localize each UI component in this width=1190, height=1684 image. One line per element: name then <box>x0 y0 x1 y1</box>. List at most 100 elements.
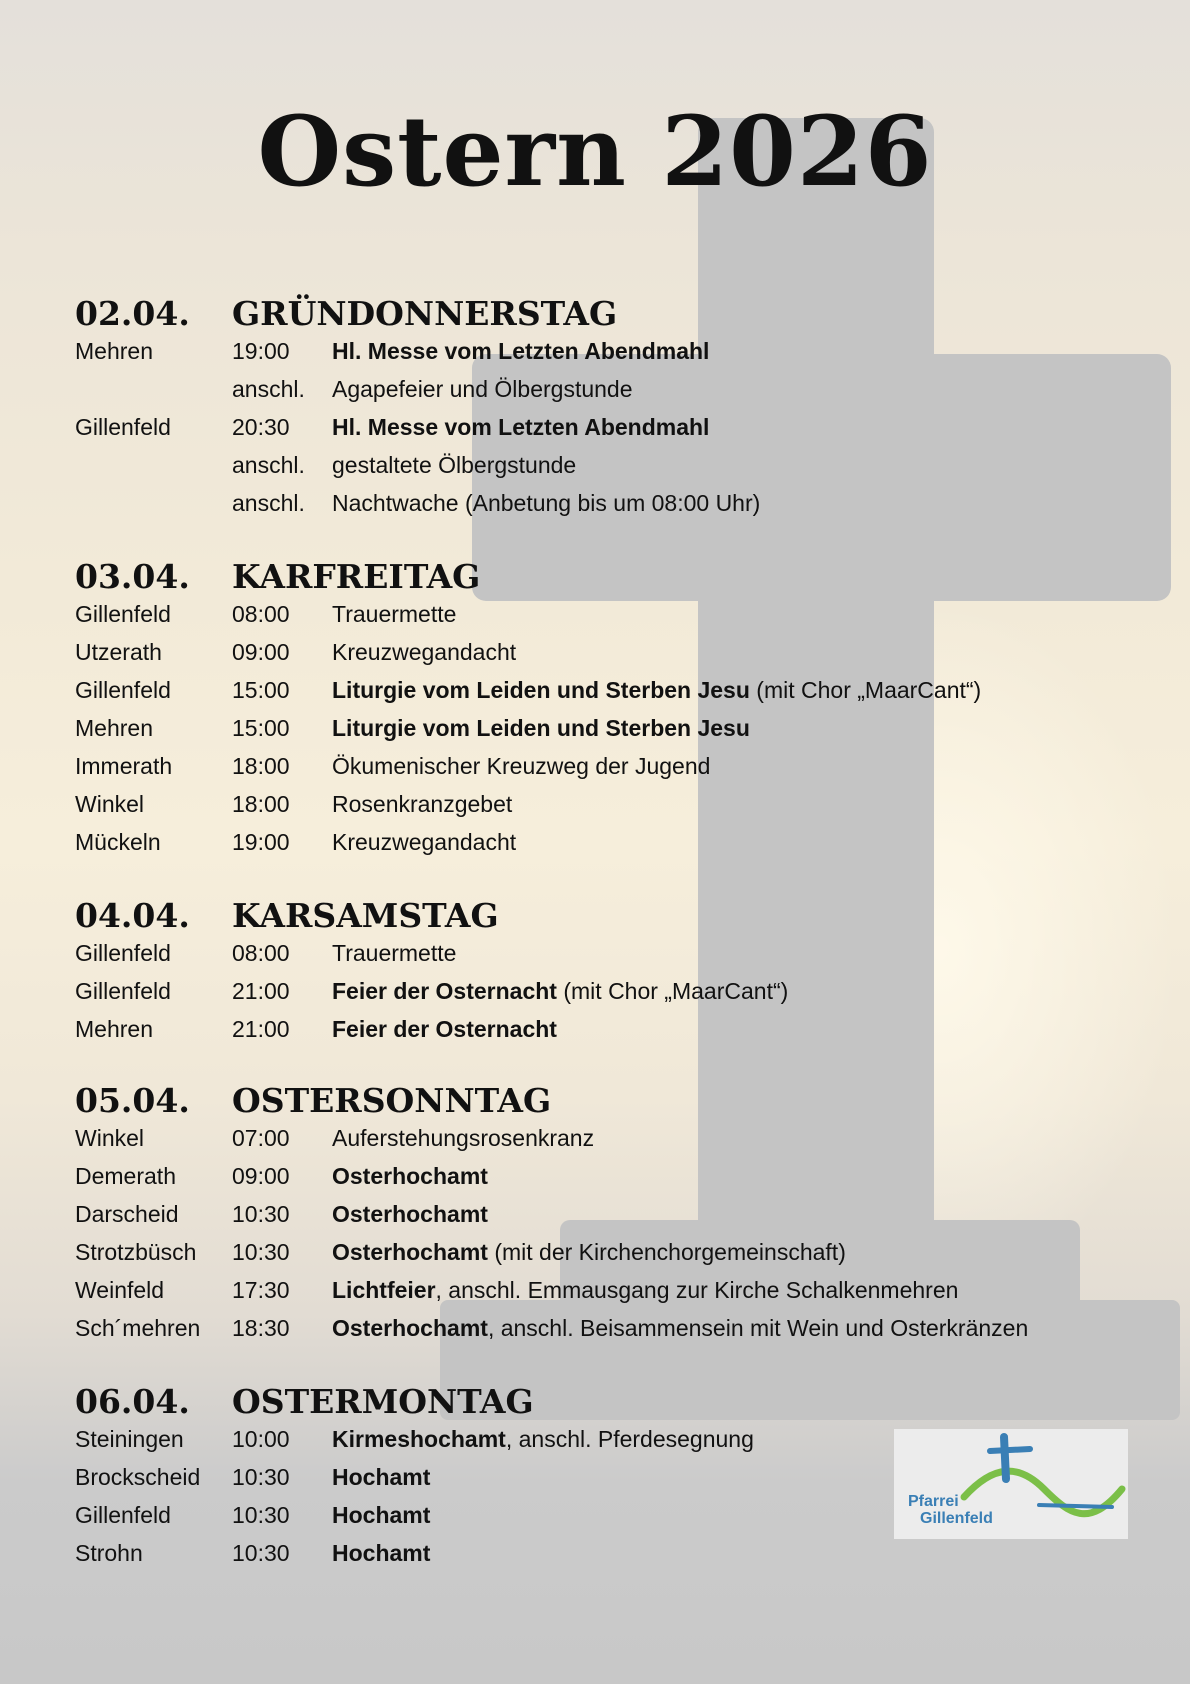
event-note: Auferstehungsrosenkranz <box>332 1125 595 1151</box>
event-description: Nachtwache (Anbetung bis um 08:00 Uhr) <box>332 490 760 517</box>
event-time: 18:30 <box>232 1315 290 1341</box>
event-place: Weinfeld <box>75 1277 165 1303</box>
day-date: 03.04. <box>75 557 190 596</box>
event-place: Gillenfeld <box>75 601 171 627</box>
event-time: 10:30 <box>232 1464 290 1490</box>
event-time: 15:00 <box>232 677 290 703</box>
event-place: Mehren <box>75 1016 153 1042</box>
event-description: Lichtfeier, anschl. Emmausgang zur Kirch… <box>332 1277 958 1304</box>
event-place: Mehren <box>75 338 153 364</box>
event-description: Auferstehungsrosenkranz <box>332 1125 594 1152</box>
event-place: Demerath <box>75 1163 176 1189</box>
event-place: Immerath <box>75 753 173 779</box>
event-time: anschl. <box>232 376 305 402</box>
event-note: Kreuzwegandacht <box>332 639 517 665</box>
event-title: Hochamt <box>332 1540 431 1566</box>
event-description: Kirmeshochamt, anschl. Pferdesegnung <box>332 1426 754 1453</box>
day-name: GRÜNDONNERSTAG <box>232 294 618 333</box>
event-place: Gillenfeld <box>75 414 171 440</box>
event-place: Gillenfeld <box>75 677 171 703</box>
event-time: anschl. <box>232 452 305 478</box>
event-place: Gillenfeld <box>75 1502 171 1528</box>
event-time: 19:00 <box>232 829 290 855</box>
event-time: 19:00 <box>232 338 290 364</box>
event-place: Sch´mehren <box>75 1315 201 1341</box>
event-description: Rosenkranzgebet <box>332 791 512 818</box>
event-title: Liturgie vom Leiden und Sterben Jesu <box>332 677 750 703</box>
event-note: , anschl. Pferdesegnung <box>505 1426 754 1452</box>
event-time: 10:30 <box>232 1540 290 1566</box>
event-place: Strotzbüsch <box>75 1239 197 1265</box>
page-title: Ostern 2026 <box>257 95 933 208</box>
event-title: Osterhochamt <box>332 1239 488 1265</box>
cross-hill-logo-icon <box>960 1433 1126 1518</box>
event-note: Kreuzwegandacht <box>332 829 517 855</box>
event-note: , anschl. Emmausgang zur Kirche Schalken… <box>435 1277 959 1303</box>
event-description: Kreuzwegandacht <box>332 829 516 856</box>
event-description: Feier der Osternacht (mit Chor „MaarCant… <box>332 978 788 1005</box>
event-place: Strohn <box>75 1540 143 1566</box>
event-place: Winkel <box>75 791 145 817</box>
event-note: Agapefeier und Ölbergstunde <box>332 376 633 402</box>
event-description: Hochamt <box>332 1540 430 1567</box>
event-description: Trauermette <box>332 940 456 967</box>
event-description: Hochamt <box>332 1464 430 1491</box>
event-title: Osterhochamt <box>332 1315 488 1341</box>
event-description: Liturgie vom Leiden und Sterben Jesu <box>332 715 750 742</box>
event-description: Osterhochamt, anschl. Beisammensein mit … <box>332 1315 1028 1342</box>
day-name: KARFREITAG <box>232 557 481 596</box>
event-time: 10:30 <box>232 1201 290 1227</box>
event-description: Agapefeier und Ölbergstunde <box>332 376 633 403</box>
event-title: Hochamt <box>332 1464 431 1490</box>
day-date: 02.04. <box>75 294 190 333</box>
event-place: Gillenfeld <box>75 940 171 966</box>
day-date: 04.04. <box>75 896 190 935</box>
event-place: Winkel <box>75 1125 145 1151</box>
event-time: 21:00 <box>232 1016 290 1042</box>
event-title: Lichtfeier <box>332 1277 436 1303</box>
event-time: 18:00 <box>232 753 290 779</box>
event-title: Osterhochamt <box>332 1201 488 1227</box>
day-name: OSTERMONTAG <box>232 1382 534 1421</box>
event-time: 20:30 <box>232 414 290 440</box>
event-time: 21:00 <box>232 978 290 1004</box>
event-place: Mehren <box>75 715 153 741</box>
event-description: Feier der Osternacht <box>332 1016 557 1043</box>
event-place: Darscheid <box>75 1201 179 1227</box>
event-note: Trauermette <box>332 601 457 627</box>
event-note: Nachtwache (Anbetung bis um 08:00 Uhr) <box>332 490 761 516</box>
event-title: Hochamt <box>332 1502 431 1528</box>
event-title: Liturgie vom Leiden und Sterben Jesu <box>332 715 750 741</box>
event-time: 10:00 <box>232 1426 290 1452</box>
cross-vertical-beam <box>698 118 934 1333</box>
event-place: Utzerath <box>75 639 162 665</box>
parish-logo: Pfarrei Gillenfeld <box>894 1429 1128 1539</box>
day-name: KARSAMSTAG <box>232 896 499 935</box>
day-name: OSTERSONNTAG <box>232 1081 552 1120</box>
event-note: (mit der Kirchenchorgemeinschaft) <box>487 1239 846 1265</box>
event-description: Hl. Messe vom Letzten Abendmahl <box>332 338 709 365</box>
event-description: Osterhochamt <box>332 1201 488 1228</box>
event-time: 08:00 <box>232 601 290 627</box>
event-description: Hl. Messe vom Letzten Abendmahl <box>332 414 709 441</box>
event-description: Ökumenischer Kreuzweg der Jugend <box>332 753 710 780</box>
event-place: Gillenfeld <box>75 978 171 1004</box>
event-note: , anschl. Beisammensein mit Wein und Ost… <box>487 1315 1029 1341</box>
event-title: Feier der Osternacht <box>332 978 557 1004</box>
event-title: Osterhochamt <box>332 1163 488 1189</box>
event-time: 10:30 <box>232 1502 290 1528</box>
event-place: Brockscheid <box>75 1464 201 1490</box>
day-date: 06.04. <box>75 1382 190 1421</box>
event-time: 09:00 <box>232 639 290 665</box>
event-time: 09:00 <box>232 1163 290 1189</box>
event-place: Mückeln <box>75 829 161 855</box>
event-note: Trauermette <box>332 940 457 966</box>
event-time: anschl. <box>232 490 305 516</box>
event-time: 10:30 <box>232 1239 290 1265</box>
event-time: 15:00 <box>232 715 290 741</box>
event-description: Trauermette <box>332 601 456 628</box>
event-time: 18:00 <box>232 791 290 817</box>
event-note: Ökumenischer Kreuzweg der Jugend <box>332 753 711 779</box>
logo-text-line1: Pfarrei <box>908 1493 959 1510</box>
event-description: Hochamt <box>332 1502 430 1529</box>
